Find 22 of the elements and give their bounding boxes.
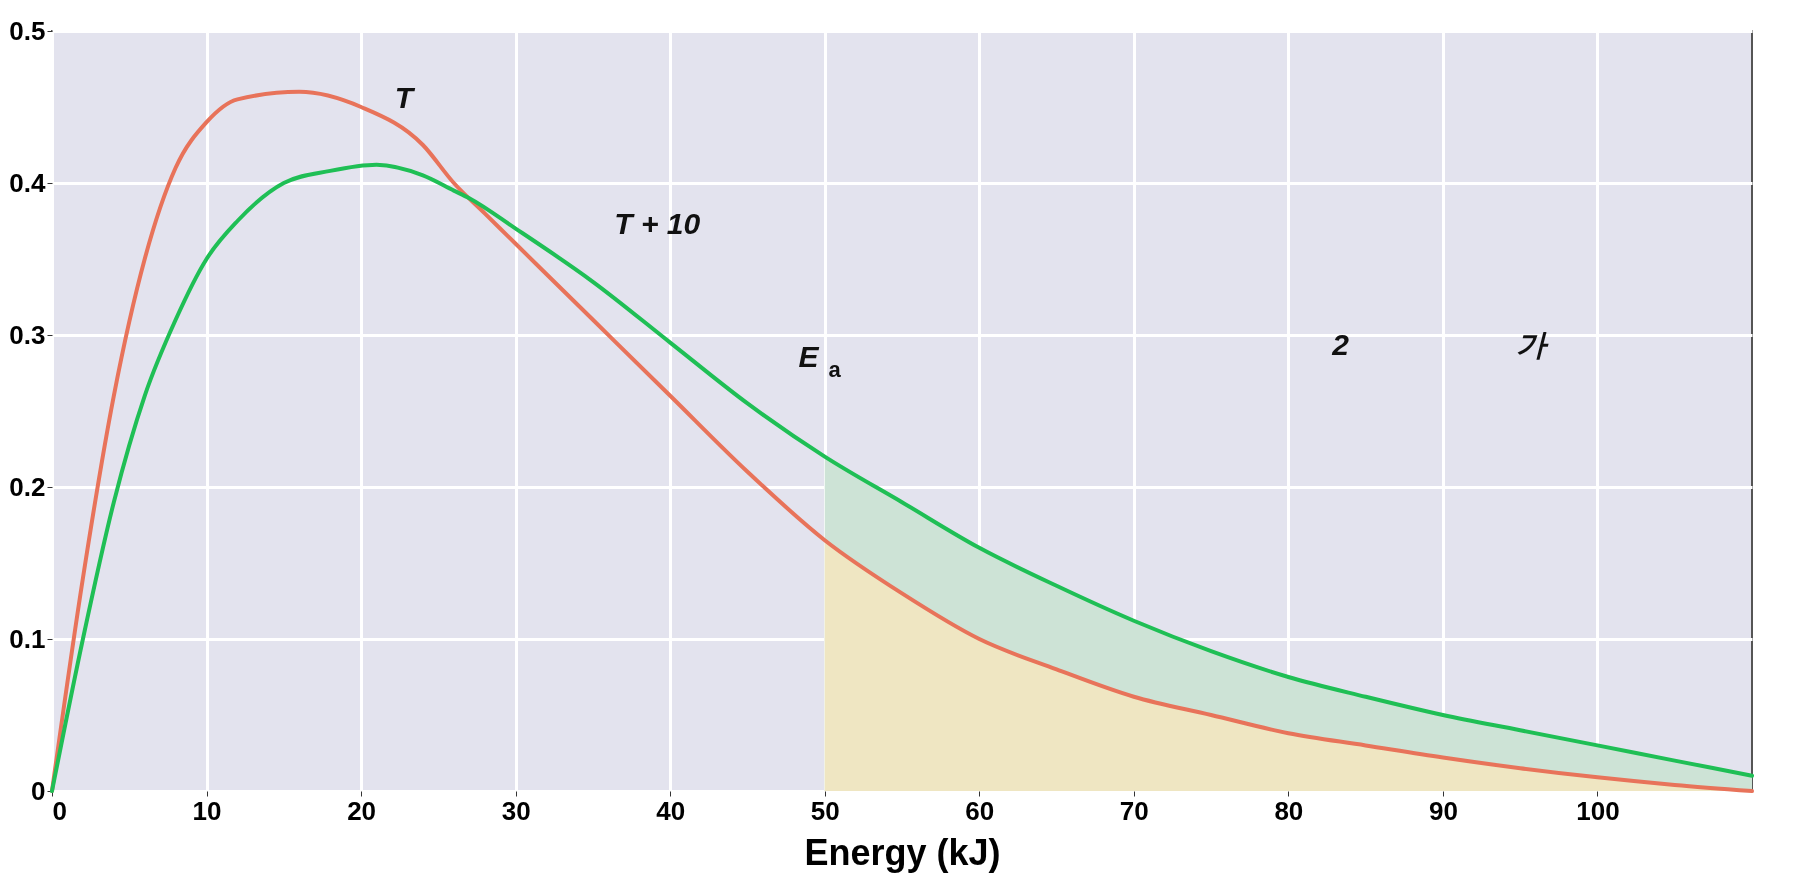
annotation: 2 xyxy=(1331,328,1350,362)
y-tick-label: 0.2 xyxy=(9,471,46,502)
annotation: T xyxy=(394,81,416,115)
x-tick-label: 0 xyxy=(52,795,67,826)
annotation: 가 xyxy=(1516,328,1549,362)
x-tick-label: 100 xyxy=(1576,795,1620,826)
x-axis-title: Energy (kJ) xyxy=(804,831,1001,873)
y-tick-label: 0.3 xyxy=(9,319,46,350)
x-tick-label: 50 xyxy=(810,795,840,826)
x-tick-label: 10 xyxy=(192,795,222,826)
x-tick-label: 70 xyxy=(1119,795,1149,826)
y-tick-label: 0.1 xyxy=(9,623,46,654)
x-tick-label: 80 xyxy=(1274,795,1304,826)
y-tick-label: 0 xyxy=(31,775,46,806)
y-tick-label: 0.4 xyxy=(9,167,47,198)
x-tick-label: 90 xyxy=(1428,795,1458,826)
x-tick-label: 20 xyxy=(347,795,377,826)
x-tick-label: 60 xyxy=(965,795,995,826)
x-tick-label: 40 xyxy=(656,795,686,826)
x-tick-label: 30 xyxy=(501,795,531,826)
y-tick-label: 0.5 xyxy=(9,15,46,46)
annotation: T + 10 xyxy=(614,206,701,240)
